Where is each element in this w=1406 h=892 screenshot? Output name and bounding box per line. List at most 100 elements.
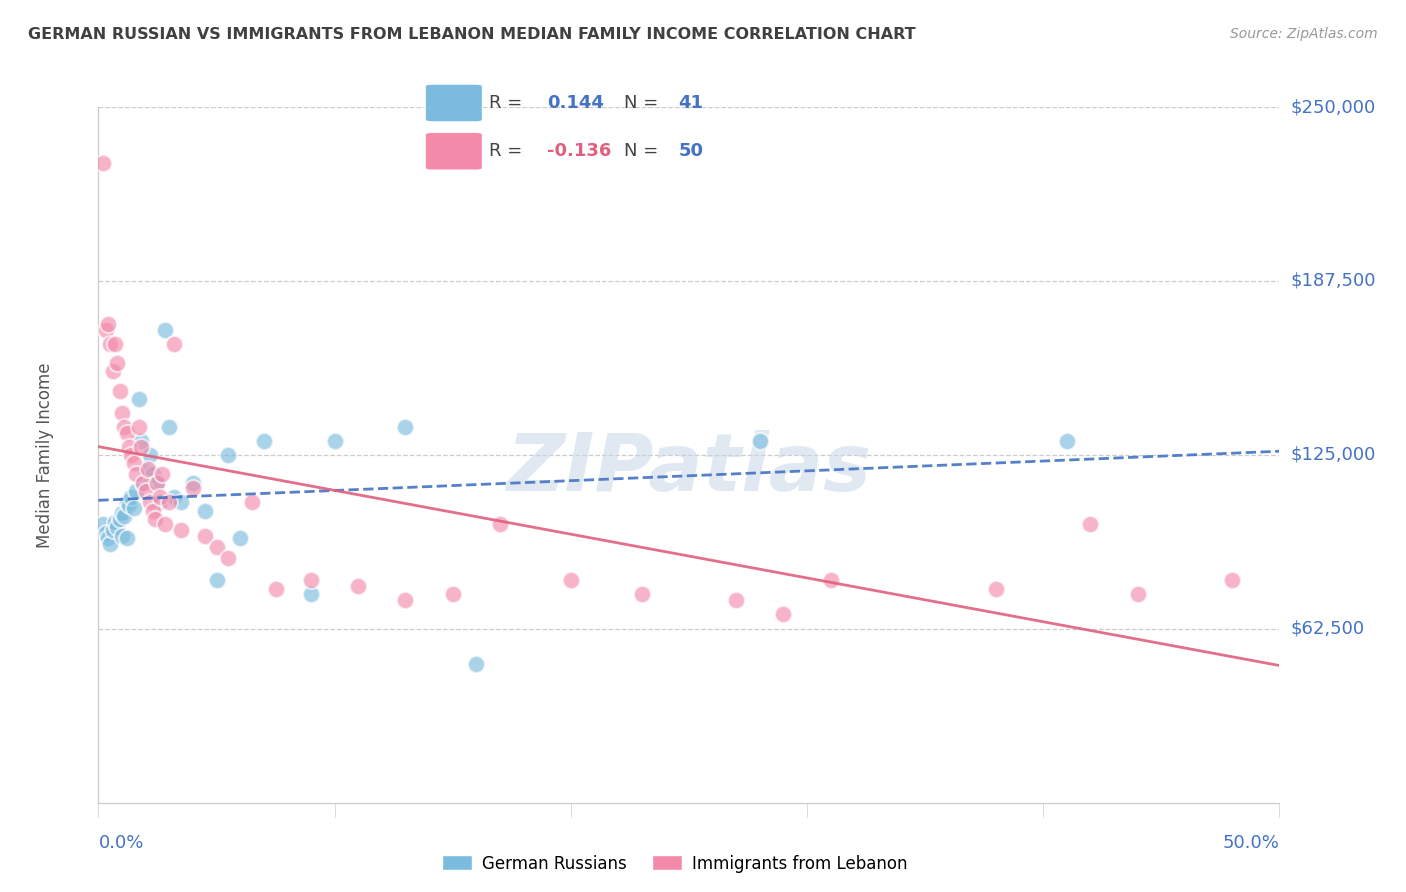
Point bbox=[157, 420, 180, 434]
Point bbox=[111, 528, 134, 542]
Text: GERMAN RUSSIAN VS IMMIGRANTS FROM LEBANON MEDIAN FAMILY INCOME CORRELATION CHART: GERMAN RUSSIAN VS IMMIGRANTS FROM LEBANO… bbox=[28, 27, 915, 42]
Point bbox=[91, 155, 114, 169]
Point bbox=[118, 498, 141, 512]
Point bbox=[108, 512, 131, 526]
Point bbox=[240, 495, 263, 509]
Point bbox=[132, 475, 155, 490]
Point bbox=[170, 523, 193, 537]
Point bbox=[299, 587, 322, 601]
Point bbox=[748, 434, 770, 448]
Point bbox=[170, 495, 193, 509]
Point bbox=[94, 525, 117, 540]
Point bbox=[772, 607, 794, 621]
Point bbox=[121, 448, 143, 462]
Point bbox=[194, 528, 217, 542]
Text: N =: N = bbox=[624, 142, 658, 161]
Point bbox=[122, 456, 145, 470]
Point bbox=[394, 592, 416, 607]
Point bbox=[125, 467, 148, 482]
Text: $250,000: $250,000 bbox=[1291, 98, 1376, 116]
Point bbox=[132, 475, 155, 490]
Point bbox=[139, 495, 162, 509]
Point bbox=[163, 336, 186, 351]
Point bbox=[94, 323, 117, 337]
Point bbox=[118, 440, 141, 454]
Text: N =: N = bbox=[624, 94, 658, 112]
Point bbox=[323, 434, 346, 448]
Point bbox=[229, 532, 252, 546]
Point bbox=[253, 434, 276, 448]
Point bbox=[347, 579, 370, 593]
Text: ZIPatlas: ZIPatlas bbox=[506, 430, 872, 508]
Point bbox=[105, 356, 128, 370]
Point bbox=[136, 462, 159, 476]
Point bbox=[101, 523, 124, 537]
Point bbox=[101, 364, 124, 378]
Point bbox=[112, 509, 135, 524]
Point bbox=[1126, 587, 1149, 601]
Point bbox=[115, 495, 138, 509]
Point bbox=[217, 550, 239, 565]
Point bbox=[104, 336, 127, 351]
Point bbox=[194, 503, 217, 517]
Point bbox=[146, 475, 169, 490]
Point bbox=[142, 467, 165, 482]
Text: $187,500: $187,500 bbox=[1291, 272, 1376, 290]
Point bbox=[139, 448, 162, 462]
Point bbox=[125, 484, 148, 499]
Point bbox=[105, 520, 128, 534]
Point bbox=[128, 420, 150, 434]
Point bbox=[98, 537, 121, 551]
Point bbox=[135, 462, 157, 476]
Point bbox=[153, 323, 176, 337]
FancyBboxPatch shape bbox=[425, 84, 482, 122]
Point bbox=[153, 517, 176, 532]
Point bbox=[157, 495, 180, 509]
Point bbox=[205, 540, 228, 554]
Point bbox=[135, 484, 157, 499]
Point bbox=[115, 532, 138, 546]
Text: -0.136: -0.136 bbox=[547, 142, 612, 161]
Point bbox=[560, 573, 582, 587]
Point bbox=[264, 582, 287, 596]
Point bbox=[150, 467, 173, 482]
Point bbox=[725, 592, 748, 607]
Point bbox=[98, 336, 121, 351]
Point bbox=[115, 425, 138, 440]
Point bbox=[112, 420, 135, 434]
Point bbox=[441, 587, 464, 601]
Text: 50.0%: 50.0% bbox=[1223, 834, 1279, 852]
Point bbox=[1080, 517, 1102, 532]
Point bbox=[146, 475, 169, 490]
Text: R =: R = bbox=[489, 142, 523, 161]
Point bbox=[128, 392, 150, 407]
Point bbox=[181, 481, 204, 495]
Point bbox=[91, 517, 114, 532]
Text: R =: R = bbox=[489, 94, 523, 112]
Point bbox=[299, 573, 322, 587]
Point bbox=[121, 490, 143, 504]
Text: Source: ZipAtlas.com: Source: ZipAtlas.com bbox=[1230, 27, 1378, 41]
Point bbox=[181, 475, 204, 490]
Text: 50: 50 bbox=[678, 142, 703, 161]
Point bbox=[149, 490, 172, 504]
Point bbox=[820, 573, 842, 587]
Point bbox=[1220, 573, 1243, 587]
Text: $125,000: $125,000 bbox=[1291, 446, 1376, 464]
Point bbox=[97, 317, 120, 331]
Point bbox=[97, 532, 120, 546]
Point bbox=[122, 500, 145, 515]
Point bbox=[465, 657, 488, 671]
Text: 0.0%: 0.0% bbox=[98, 834, 143, 852]
Point bbox=[142, 503, 165, 517]
FancyBboxPatch shape bbox=[425, 132, 482, 170]
Point bbox=[108, 384, 131, 398]
Text: 0.144: 0.144 bbox=[547, 94, 603, 112]
Point bbox=[630, 587, 652, 601]
Point bbox=[205, 573, 228, 587]
Point bbox=[163, 490, 186, 504]
Legend: German Russians, Immigrants from Lebanon: German Russians, Immigrants from Lebanon bbox=[436, 848, 914, 880]
Point bbox=[217, 448, 239, 462]
Point bbox=[111, 406, 134, 420]
Point bbox=[143, 512, 166, 526]
